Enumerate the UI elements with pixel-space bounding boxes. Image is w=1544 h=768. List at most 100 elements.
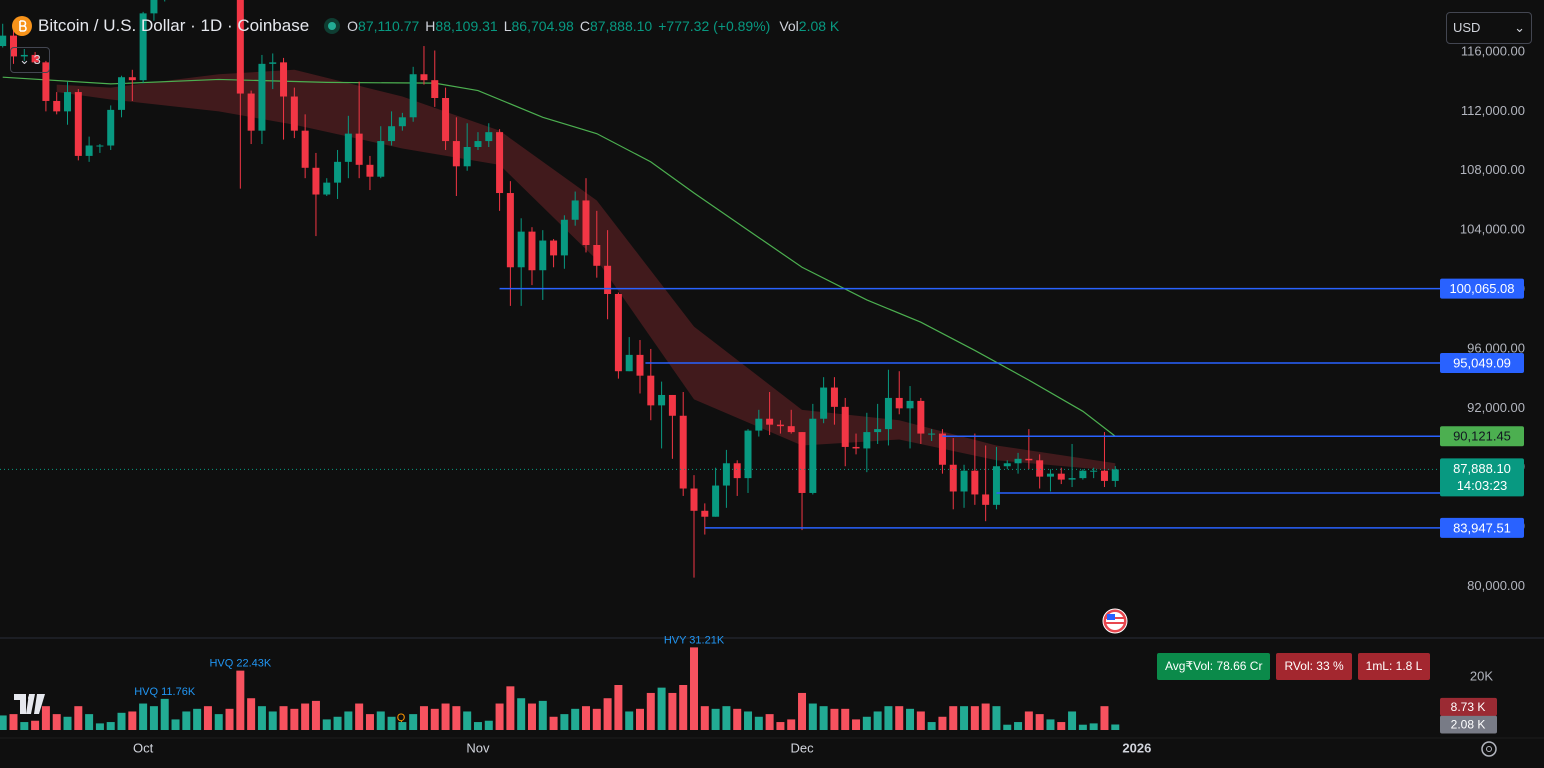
volume-bar [74, 706, 83, 730]
candle-body [604, 265, 612, 294]
volume-bar [798, 692, 807, 730]
volume-bar [139, 703, 148, 730]
market-status [324, 18, 341, 34]
volume-bar [549, 716, 558, 730]
settings-icon[interactable] [1481, 741, 1497, 757]
volume-bar [841, 708, 850, 730]
volume-bar [473, 722, 482, 730]
candle-body [139, 13, 147, 81]
volume-bar [538, 700, 547, 730]
volume-bar [344, 711, 353, 730]
volume-bar [722, 706, 731, 730]
candle-body [496, 132, 504, 194]
volume-bar [852, 719, 861, 730]
volume-bar [517, 698, 526, 730]
candle-body [377, 141, 385, 177]
candle-body [874, 429, 882, 433]
candle-body [442, 98, 450, 142]
candle-body [107, 109, 115, 146]
volume-bar [409, 714, 418, 730]
candle-body [776, 424, 784, 427]
volume-bar [452, 706, 461, 730]
collapse-count: 3 [33, 52, 41, 67]
price-level-label: 83,947.51 [1453, 520, 1511, 535]
price-level-badge [1440, 517, 1524, 538]
volume-bar [311, 700, 320, 730]
volume-bar [830, 708, 839, 730]
volume-bar [160, 698, 169, 730]
volume-bar [938, 716, 947, 730]
volume-key: Vol [779, 18, 799, 34]
volume-event-marker: Q [397, 712, 406, 724]
candle-body [280, 62, 288, 97]
x-tick-label: Dec [790, 740, 814, 755]
volume-bar [355, 703, 364, 730]
volume-stat-badge: 1mL: 1.8 L [1357, 653, 1431, 680]
x-tick-label: Nov [466, 740, 490, 755]
candle-body [863, 432, 871, 449]
volume-bar [149, 706, 158, 730]
candle-body [388, 126, 396, 142]
candle-body [690, 488, 698, 511]
candle-body [301, 130, 309, 168]
volume-bar [247, 698, 256, 730]
volume-bar [1111, 724, 1120, 730]
candle-body [344, 133, 352, 162]
volume-bar [333, 716, 342, 730]
candle-body [150, 0, 158, 14]
candle-body [323, 182, 331, 195]
volume-bar [52, 714, 61, 730]
volume-bar [679, 685, 688, 730]
candle-body [1100, 470, 1108, 481]
candle-body [290, 96, 298, 131]
currency: USD [1453, 20, 1481, 35]
y-tick-label: 116,000.00 [1461, 43, 1525, 58]
volume-bar [0, 715, 7, 730]
y-tick-label: 92,000.00 [1467, 400, 1525, 415]
currency-select[interactable]: USD ⌄ [1446, 12, 1532, 44]
candle-body [593, 245, 601, 266]
candle-body [366, 164, 374, 177]
volume-bar [182, 711, 191, 730]
y-tick-label: 108,000.00 [1460, 162, 1525, 177]
volume-bar [106, 722, 115, 730]
volume-bar [85, 714, 94, 730]
volume-bar [225, 708, 234, 730]
volume-bar [1003, 724, 1012, 730]
candle-body [128, 77, 136, 81]
candle-body [1014, 458, 1022, 464]
volume-bar [603, 698, 612, 730]
ohlc-key: L [503, 18, 512, 34]
volume-bar [1024, 711, 1033, 730]
volume-last-badge [1440, 715, 1497, 734]
candle-body [755, 418, 763, 431]
candle-body [733, 463, 741, 479]
candle-body [528, 231, 536, 271]
y-tick-label: 112,000.00 [1461, 103, 1525, 118]
volume-bar [916, 711, 925, 730]
candle-body [658, 394, 666, 406]
candle-body [701, 510, 709, 517]
ohlc-key: C [579, 18, 590, 34]
volume-bar [1046, 719, 1055, 730]
volume-bar [646, 692, 655, 730]
volume-bar [63, 716, 72, 730]
candle-body [42, 62, 50, 101]
volume-bar [171, 719, 180, 730]
candle-body [712, 485, 720, 517]
volume-bar [711, 708, 720, 730]
candle-body [830, 387, 838, 407]
volume-tick-label: 20K [1470, 668, 1493, 683]
volume-bar [398, 722, 407, 730]
candle-body [928, 433, 936, 435]
volume-bar [128, 711, 137, 730]
collapse-button[interactable]: ⌄ 3 [10, 47, 50, 73]
volume-bar [41, 706, 50, 730]
volume-pane [0, 647, 1120, 730]
candle-body [798, 432, 806, 493]
candle-body [971, 470, 979, 495]
ohlc-value: 87,110.77 [358, 18, 420, 34]
candle-body [982, 494, 990, 505]
volume-bar [117, 712, 126, 730]
